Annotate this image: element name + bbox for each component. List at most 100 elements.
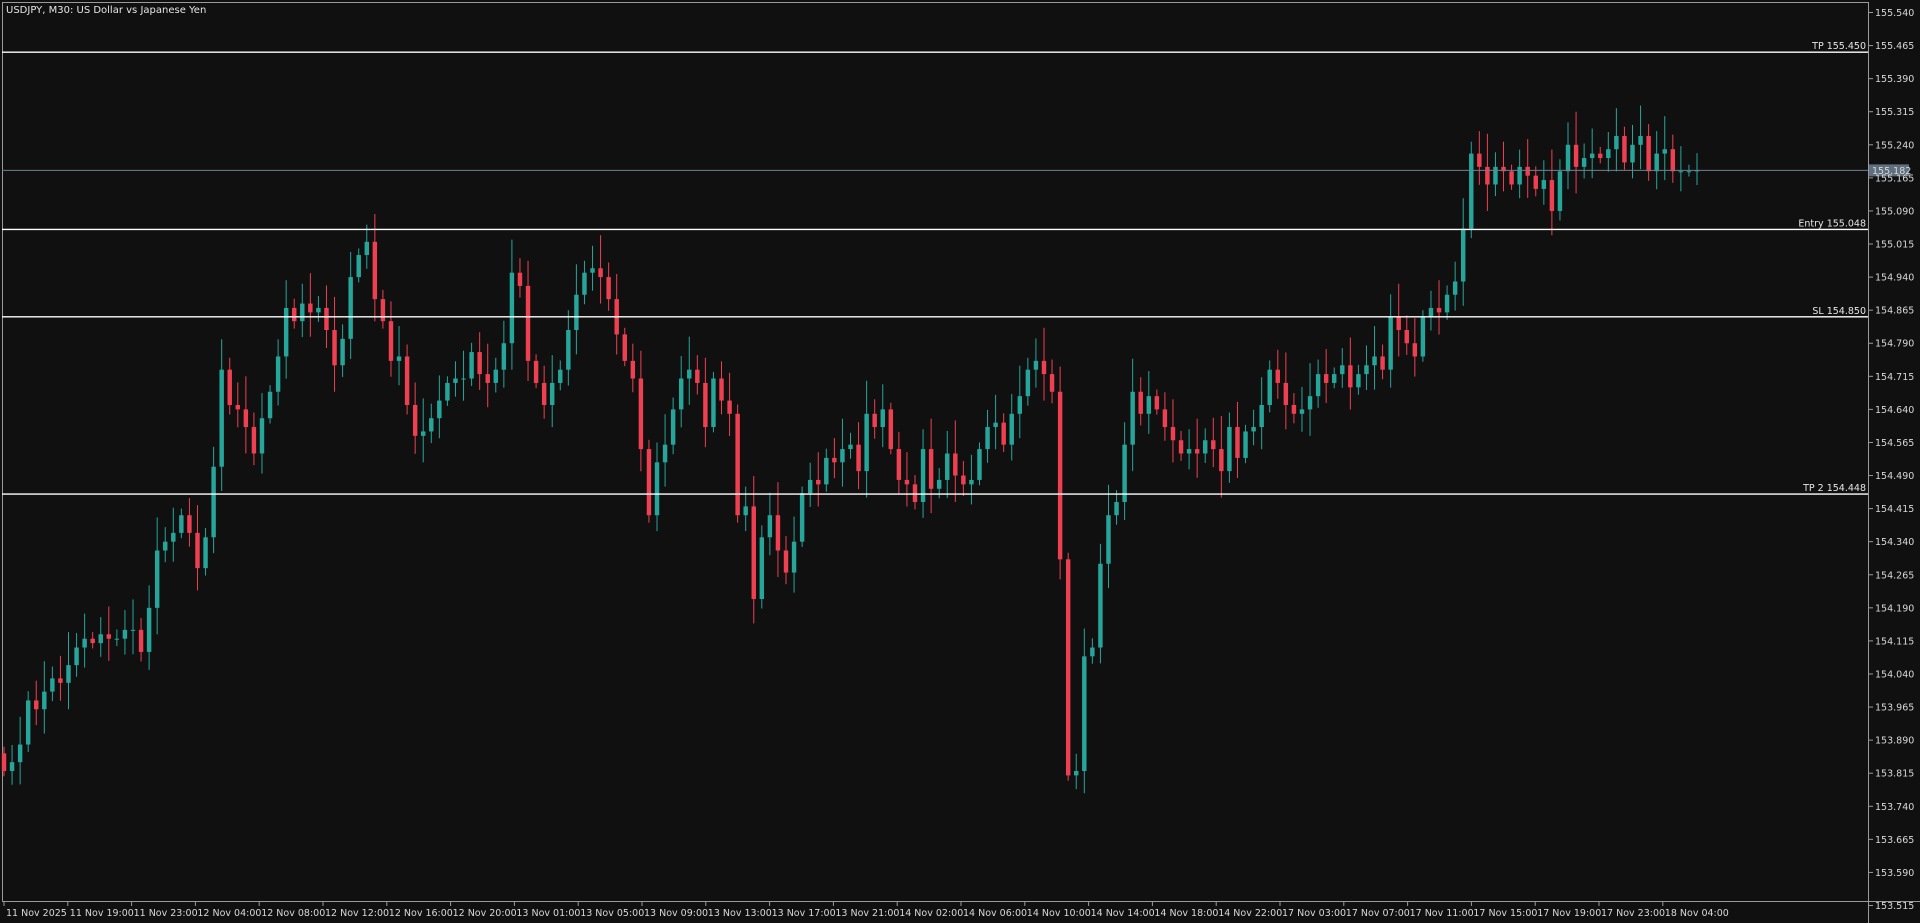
bear-candle-body <box>187 515 192 533</box>
trade-levels: TP 155.450 Entry 155.048 SL 154.850 TP 2 15… <box>2 41 1911 495</box>
candle <box>58 655 63 701</box>
bear-candle-body <box>1323 374 1329 383</box>
y-tick-label: 154.115 <box>1875 636 1914 647</box>
candle <box>259 393 265 474</box>
candle <box>945 430 950 498</box>
bull-candle-body <box>501 343 507 370</box>
candle <box>1598 147 1603 164</box>
bear-candle-body <box>703 382 708 428</box>
candle <box>34 680 39 726</box>
bear-candle-body <box>896 449 902 480</box>
x-tick-label: 17 Nov 07:00 <box>1346 908 1410 919</box>
candle <box>1074 753 1079 790</box>
candle <box>493 357 498 393</box>
bull-candle-body <box>163 541 168 551</box>
y-tick-label: 154.565 <box>1875 438 1914 449</box>
bear-candle-body <box>1533 175 1538 189</box>
bull-candle-body <box>1340 365 1345 375</box>
bull-candle-body <box>590 268 595 273</box>
candle <box>630 343 636 393</box>
bull-candle-body <box>566 330 571 370</box>
y-tick-label: 155.240 <box>1875 140 1914 151</box>
candle <box>1170 399 1176 463</box>
bear-candle-body <box>1041 360 1047 375</box>
bull-candle-body <box>558 369 563 383</box>
bull-candle-body <box>1493 166 1498 185</box>
candle <box>1404 315 1409 355</box>
price-axis[interactable]: 155.540 155.465 155.390 155.315 155.240 155.1… <box>1868 8 1914 912</box>
candle <box>1267 360 1272 413</box>
bull-candle-body <box>50 678 55 692</box>
candles <box>1 105 1700 794</box>
candle <box>1557 159 1563 221</box>
candle <box>380 289 386 329</box>
bear-candle-body <box>904 479 910 485</box>
candle <box>1525 139 1530 198</box>
candle <box>25 691 31 752</box>
level-line[interactable]: Entry 155.048 <box>2 218 1868 231</box>
bull-candle-body <box>509 272 515 344</box>
candle <box>283 280 289 379</box>
bull-candle-body <box>154 550 160 608</box>
candle <box>872 399 877 439</box>
bull-candle-body <box>1686 171 1692 173</box>
candle <box>1388 294 1393 388</box>
candle <box>1049 359 1055 404</box>
bear-candle-body <box>606 277 611 300</box>
bull-candle-body <box>1638 135 1643 145</box>
candle <box>332 296 337 392</box>
candle <box>251 412 257 466</box>
x-tick-label: 12 Nov 20:00 <box>453 908 517 919</box>
x-tick-label: 18 Nov 04:00 <box>1665 908 1729 919</box>
bear-candle-body <box>1598 153 1603 159</box>
level-line[interactable]: SL 154.850 <box>2 306 1868 318</box>
candle <box>9 744 15 785</box>
bull-candle-body <box>1146 396 1152 414</box>
level-label: SL 154.850 <box>1812 306 1866 317</box>
candle <box>340 324 345 377</box>
bear-candle-body <box>1283 382 1289 405</box>
candle <box>412 382 418 454</box>
candle <box>1509 164 1514 190</box>
bear-candle-body <box>1396 316 1401 331</box>
candle <box>82 613 87 668</box>
bull-candle-body <box>98 634 103 644</box>
y-tick-label: 154.790 <box>1875 339 1914 350</box>
bull-candle-body <box>1090 647 1095 657</box>
candle <box>670 397 676 455</box>
bull-candle-body <box>1460 228 1466 282</box>
candle <box>1493 152 1498 197</box>
candle <box>1452 261 1458 311</box>
candle <box>711 371 716 433</box>
candle <box>824 448 829 492</box>
candle <box>751 475 756 624</box>
bear-candle-body <box>1477 153 1482 167</box>
candle <box>1331 367 1337 389</box>
level-line[interactable]: TP 2 154.448 <box>2 483 1868 495</box>
bull-candle-body <box>840 449 845 463</box>
bull-candle-body <box>219 369 224 467</box>
bull-candle-body <box>171 532 176 542</box>
candle <box>138 617 144 662</box>
bull-candle-body <box>549 382 555 405</box>
level-line[interactable]: TP 155.450 <box>2 41 1868 53</box>
bull-candle-body <box>1356 374 1361 388</box>
bull-candle-body <box>82 638 87 648</box>
bear-candle-body <box>953 453 958 476</box>
bull-candle-body <box>936 479 942 489</box>
candle <box>1259 377 1264 450</box>
candle <box>1001 413 1006 453</box>
time-axis[interactable]: 11 Nov 2025 11 Nov 19:00 11 Nov 23:00 12 No… <box>3 901 1729 919</box>
candle <box>1662 116 1667 181</box>
candle <box>533 354 539 389</box>
candle <box>1485 133 1490 211</box>
candle <box>404 344 410 415</box>
x-tick-label: 14 Nov 02:00 <box>899 908 963 919</box>
candle <box>977 442 982 486</box>
candle <box>1227 412 1232 483</box>
candle <box>1581 143 1587 179</box>
candle <box>396 326 402 386</box>
candle <box>1630 124 1635 179</box>
